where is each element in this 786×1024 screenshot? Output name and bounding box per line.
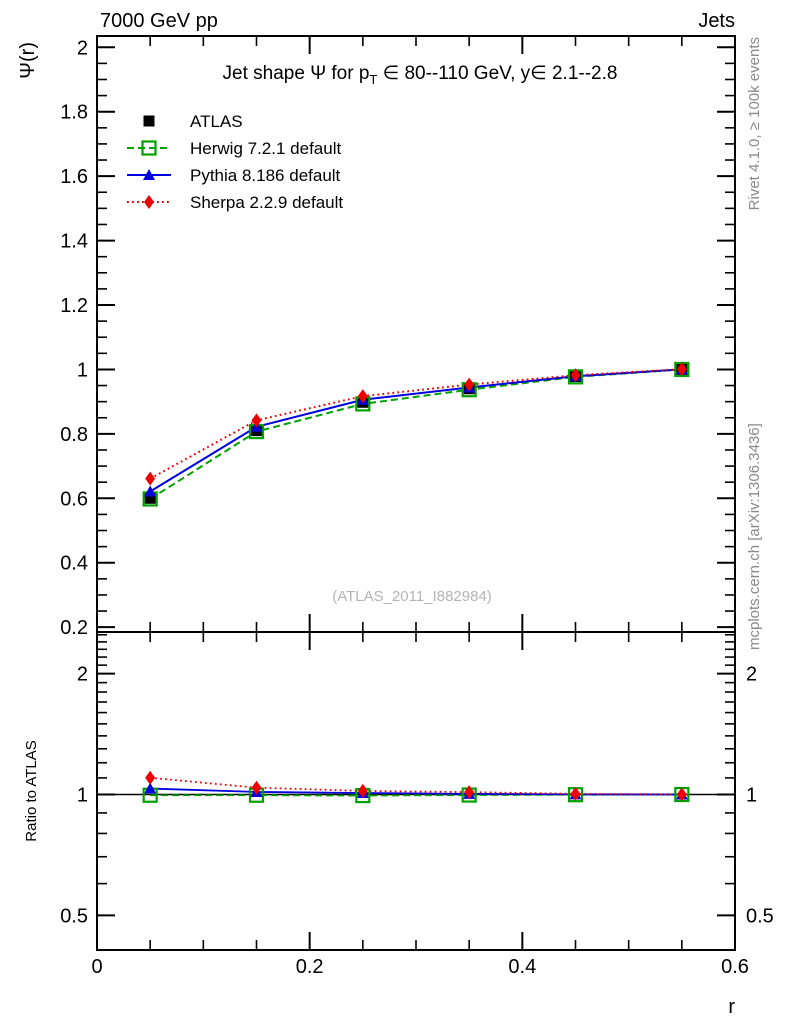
ratio-marker-sherpa (570, 786, 581, 801)
ratio-line-pythia (150, 787, 682, 796)
y-tick-label: 1.4 (60, 231, 88, 253)
ratio-tick-label: 1 (746, 785, 757, 807)
ratio-tick-label: 2 (746, 664, 757, 686)
legend-item-sherpa: Sherpa 2.2.9 default (127, 193, 343, 212)
ratio-series-markers (142, 770, 690, 804)
legend-label: Herwig 7.2.1 default (190, 139, 341, 158)
main-y-ticks (97, 46, 735, 629)
ratio-tick-label: 1 (77, 785, 88, 807)
plot-title-rest: ∈ 80--110 GeV, y∈ 2.1--2.8 (377, 63, 617, 84)
marker-atlas (144, 492, 156, 504)
y-tick-label: 1.8 (60, 102, 88, 124)
ratio-tick-label: 0.5 (746, 905, 774, 927)
main-y-axis-title: Ψ(r) (17, 42, 39, 79)
legend-item-pythia: Pythia 8.186 default (127, 166, 341, 185)
legend-label: ATLAS (190, 112, 243, 131)
x-tick-label: 0.6 (721, 956, 749, 978)
analysis-id-watermark: (ATLAS_2011_I882984) (332, 588, 492, 605)
mcplots-reference-note: mcplots.cern.ch [arXiv:1306.3436] (746, 423, 763, 650)
y-tick-label: 0.4 (60, 553, 88, 575)
ratio-tick-label: 2 (77, 664, 88, 686)
x-tick-label: 0.2 (296, 956, 324, 978)
ratio-marker-sherpa (145, 770, 156, 785)
main-y-tick-labels: 0.2 0.4 0.6 0.8 1 1.2 1.4 1.6 1.8 2 (60, 37, 88, 639)
legend-label: Pythia 8.186 default (190, 166, 341, 185)
ratio-tick-label: 0.5 (60, 905, 88, 927)
legend-marker-atlas (143, 115, 155, 127)
marker-sherpa (251, 413, 262, 428)
main-series-markers (142, 361, 690, 507)
x-tick-label: 0.4 (508, 956, 536, 978)
y-tick-label: 0.6 (60, 488, 88, 510)
y-tick-label: 0.8 (60, 424, 88, 446)
marker-sherpa (145, 471, 156, 486)
marker-sherpa (676, 362, 687, 377)
y-tick-label: 0.2 (60, 617, 88, 639)
y-tick-label: 1.2 (60, 295, 88, 317)
y-tick-label: 2 (77, 37, 88, 59)
marker-pythia (144, 485, 157, 497)
ratio-marker-sherpa (676, 787, 687, 802)
legend-marker-sherpa (144, 195, 154, 209)
analysis-group-label: Jets (698, 10, 735, 32)
y-tick-label: 1.6 (60, 166, 88, 188)
y-tick-label: 1 (77, 359, 88, 381)
x-axis-title: r (728, 996, 735, 1018)
legend-label: Sherpa 2.2.9 default (190, 193, 343, 212)
marker-sherpa (570, 368, 581, 383)
ratio-line-sherpa (150, 776, 682, 796)
series-line-sherpa (149, 368, 682, 480)
series-line-pythia (149, 368, 682, 493)
legend: ATLAS Herwig 7.2.1 default Pythia 8.186 de… (127, 112, 343, 212)
rivet-version-note: Rivet 4.1.0, ≥ 100k events (746, 37, 763, 210)
marker-sherpa (464, 377, 475, 392)
ratio-marker-sherpa (357, 783, 368, 798)
x-tick-label: 0 (91, 956, 102, 978)
ratio-marker-pythia (144, 782, 157, 794)
legend-marker-pythia (143, 169, 155, 180)
legend-item-atlas: ATLAS (143, 112, 243, 131)
plot-title-main: Jet shape Ψ for p (223, 63, 370, 84)
beam-energy-label: 7000 GeV pp (100, 10, 218, 32)
x-ticks: 0 0.2 0.4 0.6 (91, 36, 749, 978)
ratio-marker-sherpa (251, 780, 262, 795)
legend-item-herwig: Herwig 7.2.1 default (127, 139, 341, 158)
ratio-y-axis-title: Ratio to ATLAS (23, 740, 40, 841)
legend-marker-herwig (141, 140, 157, 156)
plot-title-subscript: T (369, 72, 377, 87)
plot-title: Jet shape Ψ for pT ∈ 80--110 GeV, y∈ 2.1… (223, 63, 618, 87)
ratio-marker-sherpa (464, 785, 475, 800)
marker-sherpa (357, 389, 368, 404)
